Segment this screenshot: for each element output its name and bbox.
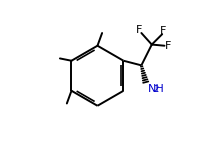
Text: F: F [165,41,172,51]
Text: NH: NH [147,84,164,94]
Text: F: F [160,26,166,36]
Text: F: F [136,25,142,34]
Text: 2: 2 [154,85,159,94]
